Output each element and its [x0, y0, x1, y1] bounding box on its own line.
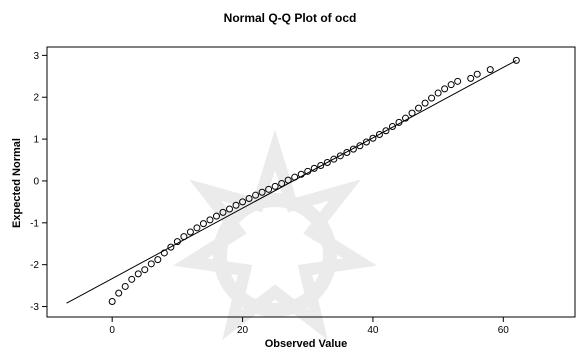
data-point [160, 249, 168, 257]
y-tick-label: 2 [33, 93, 39, 104]
data-point [173, 238, 181, 246]
data-point [154, 256, 162, 264]
y-tick-label: 1 [33, 135, 39, 146]
y-tick-label: 0 [33, 176, 39, 187]
data-point [239, 198, 247, 206]
data-point [199, 220, 207, 228]
data-point [271, 182, 279, 190]
data-point [115, 289, 123, 297]
data-point [441, 85, 449, 93]
data-point [121, 282, 129, 290]
data-point [193, 224, 201, 232]
data-point [317, 161, 325, 169]
data-point [402, 114, 410, 122]
watermark-emblem [172, 129, 378, 341]
data-point [421, 99, 429, 107]
data-point [212, 212, 220, 220]
data-point [434, 89, 442, 97]
x-tick-label: 20 [237, 325, 249, 336]
data-point [128, 275, 136, 283]
y-tick-label: 3 [33, 51, 39, 62]
data-point [252, 191, 260, 199]
data-point [304, 167, 312, 175]
data-point [362, 138, 370, 146]
data-point [512, 56, 520, 64]
data-point [343, 148, 351, 156]
data-point [134, 270, 142, 278]
data-point [291, 173, 299, 181]
y-tick-label: -3 [30, 302, 39, 313]
data-point [226, 205, 234, 213]
data-point [336, 152, 344, 160]
plot-area-frame [46, 46, 576, 318]
data-point [245, 195, 253, 203]
data-point [284, 176, 292, 184]
data-point [297, 170, 305, 178]
data-point [349, 145, 357, 153]
data-point [388, 123, 396, 131]
data-point [454, 77, 462, 85]
x-tick-label: 60 [498, 325, 510, 336]
y-axis-ticks: -3 -2 -1 0 1 2 3 [30, 51, 47, 313]
data-point [167, 243, 175, 251]
data-point [382, 127, 390, 135]
data-point [356, 142, 364, 150]
data-point [323, 159, 331, 167]
x-axis-label: Observed Value [265, 338, 348, 350]
x-tick-label: 40 [367, 325, 379, 336]
y-axis-label: Expected Normal [11, 138, 23, 228]
x-axis-ticks: 0 20 40 60 [109, 317, 509, 336]
data-point [180, 233, 188, 241]
data-point [186, 228, 194, 236]
data-point [278, 179, 286, 187]
y-tick-label: -2 [30, 260, 39, 271]
data-point [415, 104, 423, 112]
chart-title: Normal Q-Q Plot of ocd [224, 11, 357, 25]
data-point [486, 66, 494, 74]
data-points [108, 56, 520, 306]
data-point [219, 208, 227, 216]
x-tick-label: 0 [109, 325, 115, 336]
data-point [330, 155, 338, 163]
reference-line [66, 59, 517, 304]
data-point [369, 134, 377, 142]
data-point [428, 94, 436, 102]
data-point [147, 260, 155, 268]
y-tick-label: -1 [30, 218, 39, 229]
data-point [232, 201, 240, 209]
data-point [473, 70, 481, 78]
data-point [108, 298, 116, 306]
data-point [141, 266, 149, 274]
data-point [375, 130, 383, 138]
data-point [206, 216, 214, 224]
data-point [265, 185, 273, 193]
data-point [310, 164, 318, 172]
data-point [447, 81, 455, 89]
data-point [408, 109, 416, 117]
data-point [395, 118, 403, 126]
data-point [258, 188, 266, 196]
data-point [467, 74, 475, 82]
reference-line-group [66, 59, 517, 304]
